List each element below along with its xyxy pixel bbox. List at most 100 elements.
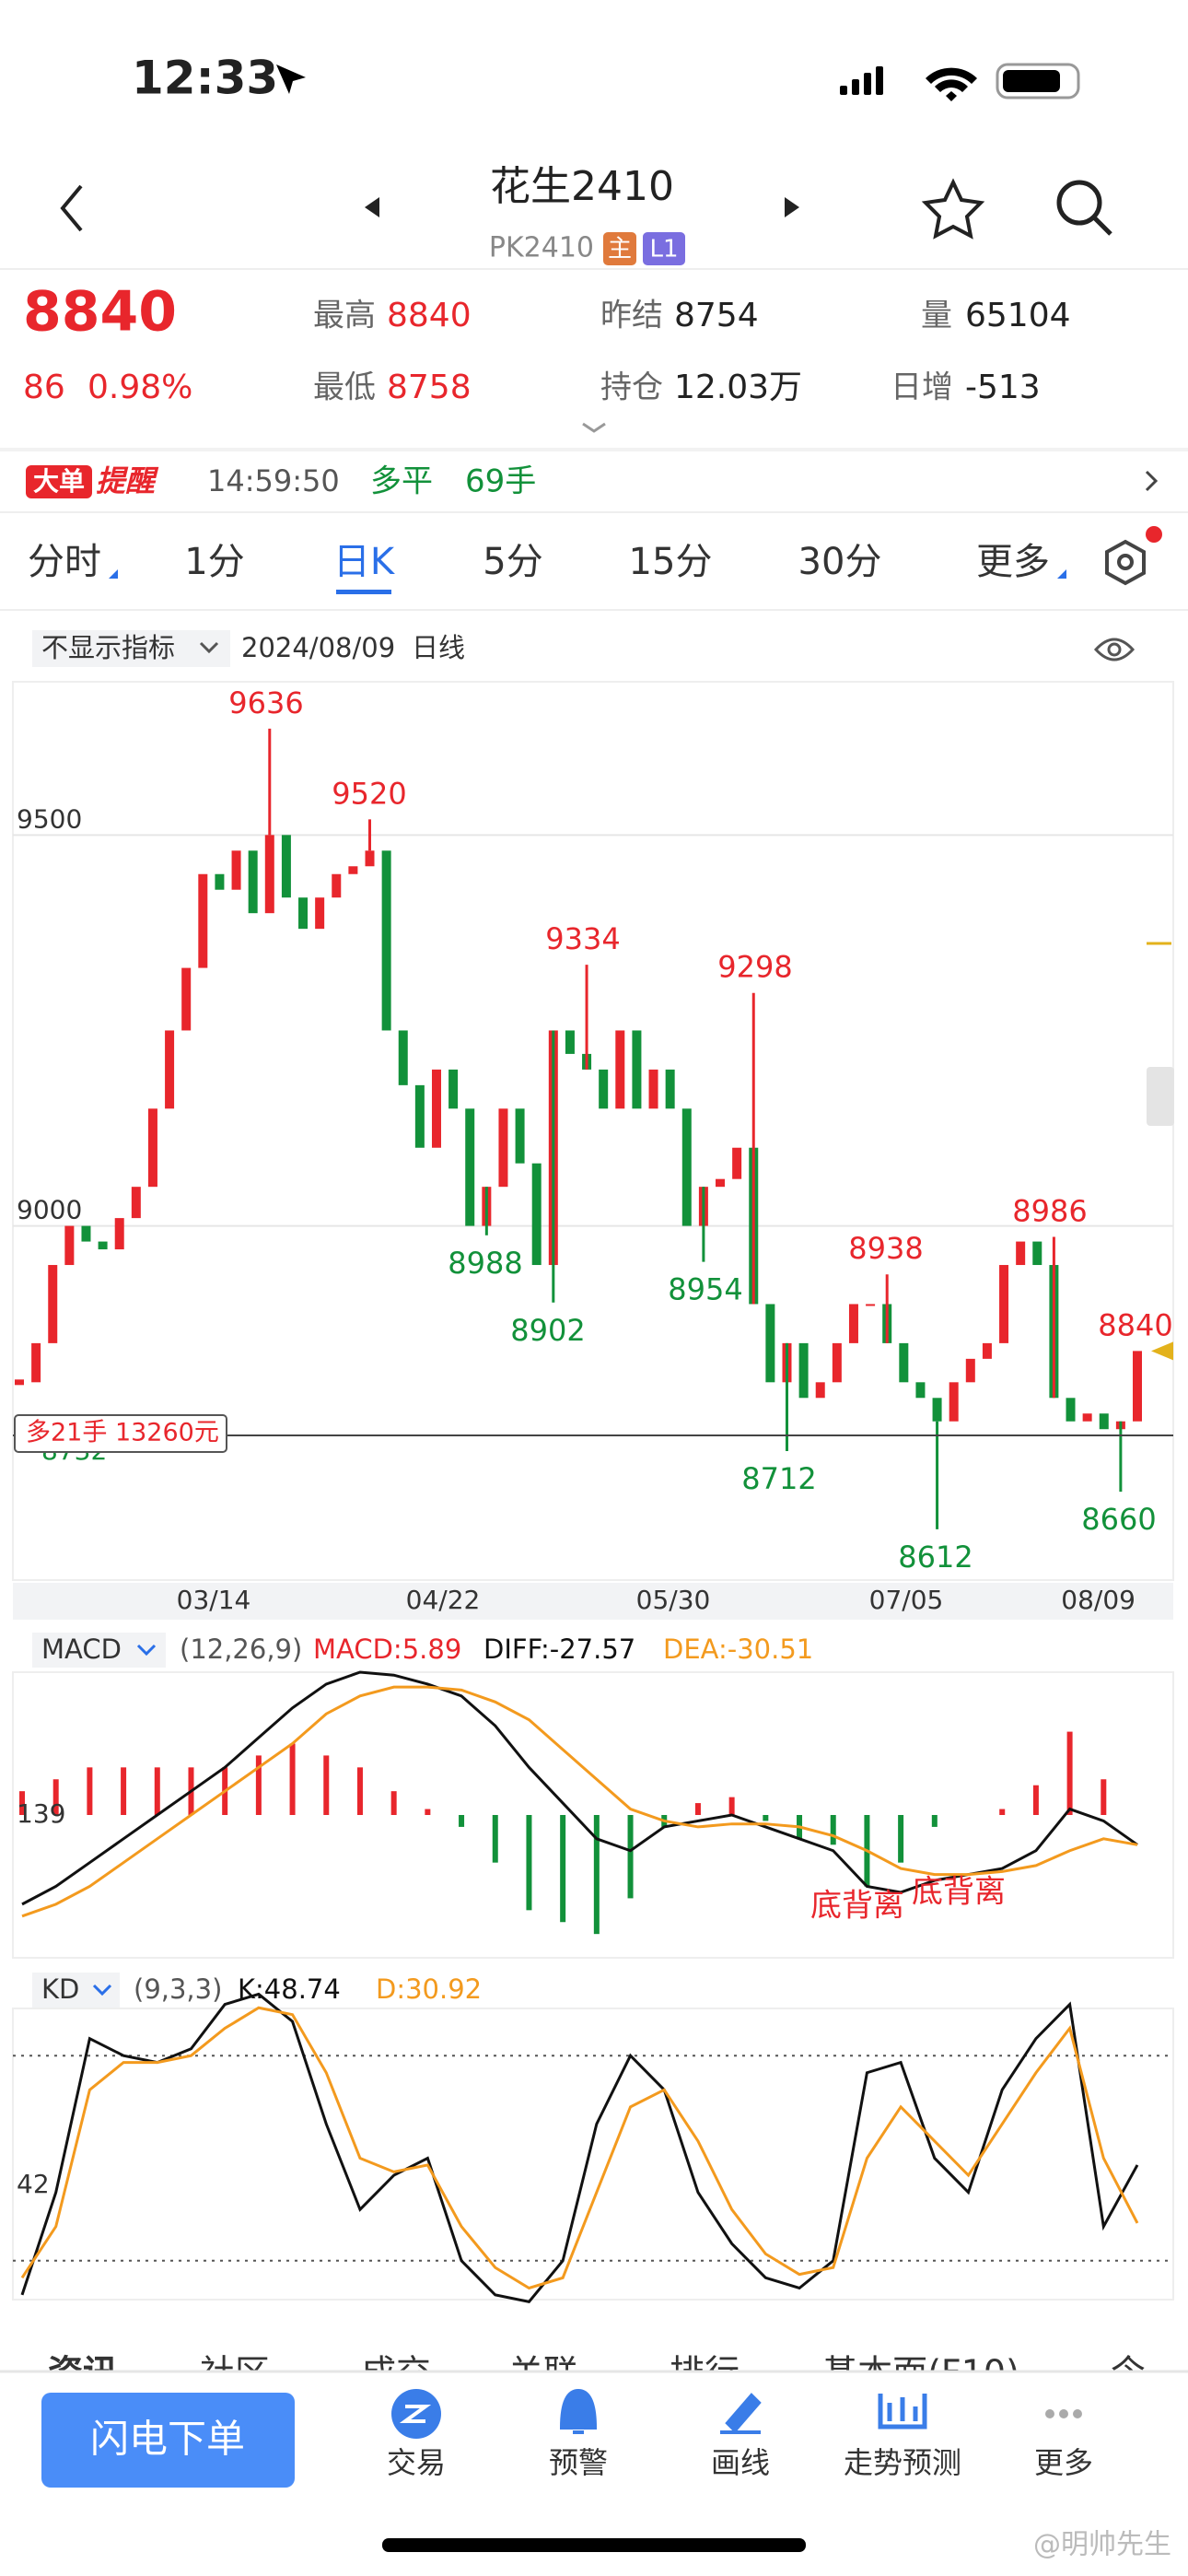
badge-bg: [643, 232, 685, 265]
value: 8840: [387, 297, 472, 334]
candle: [716, 1178, 726, 1188]
period-tab[interactable]: 30分: [798, 541, 882, 583]
toolbar-item[interactable]: 画线: [711, 2445, 770, 2480]
macd-bar: [763, 1815, 769, 1821]
candle: [681, 1108, 692, 1226]
candle: [231, 850, 241, 890]
period-tab[interactable]: 5分: [483, 541, 542, 583]
annotation: 底背离: [810, 1888, 904, 1925]
candle: [298, 897, 309, 930]
candle: [431, 1069, 441, 1148]
readout: MACD:5.89: [313, 1633, 461, 1665]
candle: [899, 1342, 909, 1383]
tab-caret: [1057, 569, 1066, 579]
toolbar-item[interactable]: 更多: [1034, 2445, 1093, 2480]
readout: DIFF:-27.57: [483, 1633, 635, 1665]
battery-level: [1003, 70, 1060, 92]
wifi-icon: [926, 67, 977, 101]
prev-contract[interactable]: [365, 197, 379, 217]
status-time: 12:33: [132, 52, 278, 105]
alert-size: 69手: [465, 463, 536, 500]
label: 昨结: [600, 298, 663, 334]
extreme-label: 8902: [510, 1313, 585, 1348]
order-button-bg[interactable]: [41, 2393, 295, 2488]
expand-button[interactable]: [582, 422, 606, 433]
watermark: @明帅先生: [1033, 2529, 1171, 2561]
chart-frame: [12, 2008, 1174, 2301]
candle: [1066, 1398, 1076, 1422]
eye-button[interactable]: [1093, 638, 1136, 662]
candle: [949, 1382, 959, 1422]
next-contract[interactable]: [785, 197, 799, 217]
toolbar-item[interactable]: 预警: [549, 2445, 608, 2480]
candle: [866, 1304, 876, 1306]
extreme-label: 8988: [448, 1246, 522, 1281]
chart-frame: [12, 1671, 1174, 1959]
badge-bg: [603, 232, 636, 265]
candle: [348, 866, 358, 874]
kd-name[interactable]: KD: [41, 1973, 79, 2005]
favorite-button[interactable]: [921, 178, 985, 240]
toolbar-items: 交易 预警 画线 走势预测 更多: [387, 2445, 1093, 2480]
candle: [15, 1379, 24, 1386]
trade-icon-glyph: [399, 2405, 432, 2423]
more-icon[interactable]: [1045, 2409, 1082, 2418]
battery-icon: [996, 63, 1080, 100]
macd-line: [21, 1670, 1138, 1906]
macd-chart: MACD:5.89 DIFF:-27.57 DEA:-30.51 139 底背离 底背离: [17, 1633, 1138, 1935]
kd-params: (9,3,3): [134, 1973, 222, 2005]
candle: [1099, 1413, 1109, 1430]
extreme-label: 8954: [668, 1272, 742, 1307]
period-tab[interactable]: 更多: [976, 541, 1050, 583]
chart-period: 日线: [412, 632, 465, 663]
candle: [181, 967, 192, 1031]
period-tab[interactable]: 日K: [333, 541, 396, 583]
candle: [915, 1382, 926, 1399]
last-price-marker: [1151, 1341, 1173, 1361]
period-tab[interactable]: 分时: [28, 541, 101, 583]
side-handle[interactable]: [1147, 1067, 1174, 1126]
period-tab[interactable]: 15分: [629, 541, 713, 583]
back-button[interactable]: [60, 184, 83, 232]
toolbar-item[interactable]: 交易: [387, 2445, 446, 2480]
forecast-icon[interactable]: [878, 2394, 927, 2430]
chart-date: 2024/08/09: [241, 632, 395, 663]
search-button[interactable]: [1056, 180, 1112, 236]
extreme-label: 8612: [898, 1540, 973, 1575]
candle: [114, 1218, 124, 1250]
badge: L1: [649, 236, 678, 263]
candle: [64, 1225, 75, 1266]
kd-line: [20, 1992, 1139, 2303]
candle: [615, 1030, 625, 1109]
alert-more[interactable]: [1145, 470, 1159, 492]
period-tab[interactable]: 1分: [184, 541, 244, 583]
position-label: 多21手 13260元: [26, 1419, 219, 1447]
macd-bar: [898, 1815, 904, 1863]
candle: [982, 1342, 992, 1359]
alert-time: 14:59:50: [207, 463, 340, 498]
candle: [198, 873, 208, 968]
value: -513: [965, 369, 1041, 406]
indicator-select-bg[interactable]: [32, 630, 230, 667]
x-tick-label: 04/22: [406, 1585, 481, 1615]
toolbar-item[interactable]: 走势预测: [844, 2445, 961, 2480]
indicator-select[interactable]: 不显示指标: [41, 632, 175, 663]
extreme-label: 8986: [1012, 1193, 1087, 1228]
alert-badge-bg: [26, 465, 92, 498]
macd-name[interactable]: MACD: [41, 1633, 122, 1665]
extreme-label: 8660: [1081, 1502, 1156, 1537]
value: 12.03万: [674, 369, 802, 406]
order-button[interactable]: 闪电下单: [90, 2417, 245, 2462]
settings-button[interactable]: [1105, 539, 1146, 586]
chart-frame: [12, 681, 1174, 1581]
macd-bar: [830, 1815, 836, 1845]
candle: [848, 1304, 858, 1343]
readout: D:30.92: [376, 1973, 482, 2005]
draw-icon[interactable]: [720, 2393, 762, 2434]
macd-bar: [459, 1815, 465, 1827]
macd-bar: [390, 1791, 397, 1815]
alert-icon[interactable]: [559, 2388, 598, 2434]
candle: [81, 1225, 91, 1242]
macd-bar: [154, 1767, 160, 1815]
